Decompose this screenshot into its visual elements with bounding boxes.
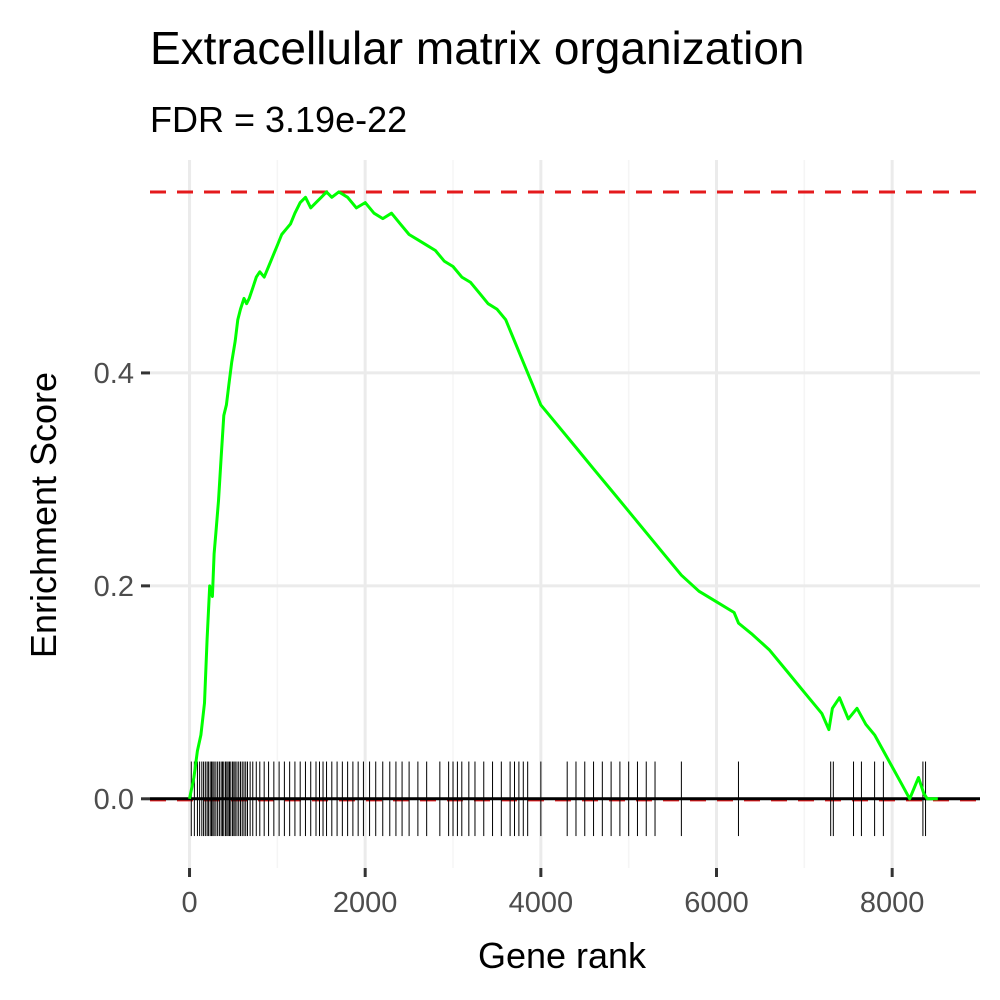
grid-lines <box>150 160 980 868</box>
x-tick-label: 6000 <box>684 887 749 919</box>
x-tick-label: 0 <box>181 887 197 919</box>
x-tick-label: 8000 <box>860 887 925 919</box>
enrichment-score-line <box>188 190 938 801</box>
chart-title: Extracellular matrix organization <box>150 22 805 74</box>
enrichment-series <box>188 190 938 801</box>
x-tick-label: 4000 <box>509 887 574 919</box>
x-axis-title: Gene rank <box>478 935 647 976</box>
axes: 0 2000 4000 6000 8000 0.0 0.2 0.4 <box>94 358 925 919</box>
y-axis-title: Enrichment Score <box>23 372 64 658</box>
x-tick-label: 2000 <box>333 887 398 919</box>
chart-subtitle: FDR = 3.19e-22 <box>150 99 407 140</box>
y-tick-label: 0.0 <box>94 784 134 816</box>
y-tick-label: 0.2 <box>94 571 134 603</box>
y-tick-label: 0.4 <box>94 358 134 390</box>
